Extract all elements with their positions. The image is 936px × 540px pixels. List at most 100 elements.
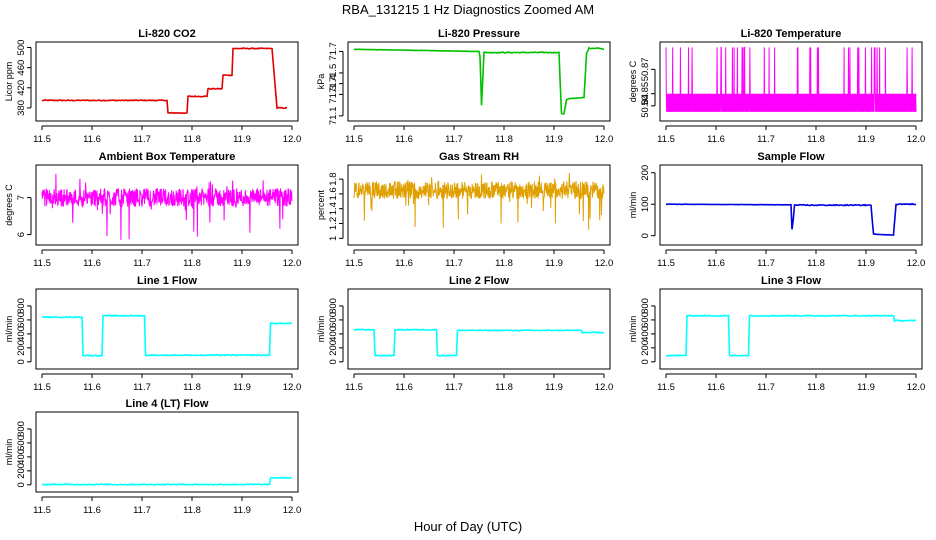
x-tick-label: 12.0	[595, 134, 614, 145]
plot-frame	[347, 288, 611, 370]
y-tick-label: 600	[16, 312, 27, 328]
panel-title: Line 4 (LT) Flow	[126, 398, 209, 410]
y-axis-label: ml/min	[628, 316, 638, 343]
y-tick-label: 200	[640, 165, 651, 181]
x-tick-label: 11.8	[183, 258, 201, 269]
y-tick-label: 460	[16, 60, 27, 76]
y-tick-label: 71.1	[328, 107, 339, 126]
y-tick-label: 71.7	[328, 42, 339, 61]
y-tick-label: 0	[640, 233, 651, 238]
plot-frame	[35, 411, 299, 493]
x-tick-label: 11.8	[183, 505, 201, 516]
x-tick-label: 11.7	[757, 134, 775, 145]
plot-frame	[35, 288, 299, 370]
y-tick-label: 0	[16, 359, 27, 364]
x-tick-label: 12.0	[283, 134, 302, 145]
x-tick-label: 11.9	[857, 258, 875, 269]
y-tick-label: 6	[16, 232, 27, 237]
y-tick-label: 7	[16, 195, 27, 200]
y-tick-label: 400	[16, 326, 27, 342]
x-tick-label: 11.7	[133, 505, 151, 516]
x-tick-label: 11.6	[707, 382, 725, 393]
panel-title: Li-820 CO2	[138, 28, 195, 40]
panel-2: Li-820 Pressure 11.5 11.6 11.7 11.8 11.9 12.0 7…	[316, 28, 613, 145]
x-tick-label: 11.6	[395, 134, 413, 145]
x-tick-label: 11.9	[545, 134, 563, 145]
x-tick-label: 11.5	[345, 382, 363, 393]
x-tick-label: 11.7	[445, 258, 463, 269]
y-axis-label: ml/min	[4, 316, 14, 343]
y-axis-label: percent	[316, 189, 326, 220]
y-tick-label: 800	[16, 421, 27, 437]
y-axis-label: kPa	[316, 74, 326, 90]
y-tick-label: 800	[328, 298, 339, 314]
y-tick-label: 600	[328, 312, 339, 328]
x-tick-label: 11.5	[657, 258, 675, 269]
y-tick-label: 200	[16, 340, 27, 356]
x-tick-label: 11.7	[445, 134, 463, 145]
series-line	[41, 47, 288, 115]
panel-title: Line 3 Flow	[761, 275, 821, 287]
x-tick-label: 12.0	[595, 258, 614, 269]
y-tick-label: 1.8	[328, 172, 339, 185]
x-tick-label: 11.9	[233, 382, 251, 393]
x-tick-label: 11.8	[495, 382, 513, 393]
series-line	[353, 46, 605, 115]
x-tick-label: 12.0	[595, 382, 614, 393]
x-tick-label: 11.8	[183, 382, 201, 393]
y-tick-label: 400	[16, 449, 27, 465]
y-tick-label: 0	[640, 359, 651, 364]
y-tick-label: 800	[16, 298, 27, 314]
y-tick-label: 1	[328, 236, 339, 241]
y-axis-label: ml/min	[628, 192, 638, 219]
y-tick-label: 1.4	[328, 202, 339, 215]
y-tick-label: 200	[328, 340, 339, 356]
y-axis-label: Licor ppm	[4, 62, 14, 102]
x-tick-label: 11.9	[545, 258, 563, 269]
x-tick-label: 11.9	[233, 258, 251, 269]
y-tick-label: 600	[16, 435, 27, 451]
y-tick-label: 200	[16, 463, 27, 479]
plot-frame	[659, 41, 923, 122]
x-tick-label: 11.5	[657, 382, 675, 393]
y-axis-label: ml/min	[316, 316, 326, 343]
panel-4: Ambient Box Temperature 11.5 11.6 11.7 11.8 1…	[4, 151, 301, 269]
panel-title: Sample Flow	[757, 151, 825, 163]
x-tick-label: 11.5	[345, 258, 363, 269]
x-tick-label: 11.6	[83, 258, 101, 269]
series-line	[353, 328, 605, 357]
x-tick-label: 11.5	[345, 134, 363, 145]
x-tick-label: 11.6	[707, 134, 725, 145]
x-tick-label: 11.7	[757, 382, 775, 393]
panel-10: Line 4 (LT) Flow 11.5 11.6 11.7 11.8 11.9 12.0…	[4, 398, 301, 516]
x-tick-label: 11.6	[83, 505, 101, 516]
x-tick-label: 12.0	[283, 505, 302, 516]
x-tick-label: 11.9	[233, 505, 251, 516]
x-tick-label: 11.6	[707, 258, 725, 269]
panel-title: Gas Stream RH	[439, 151, 519, 163]
x-tick-label: 11.7	[133, 134, 151, 145]
x-tick-label: 11.8	[807, 382, 825, 393]
x-tick-label: 12.0	[907, 134, 926, 145]
x-tick-label: 11.9	[233, 134, 251, 145]
y-tick-label: 1.2	[328, 217, 339, 230]
x-tick-label: 11.7	[133, 382, 151, 393]
panel-3: Li-820 Temperature 11.5 11.6 11.7 11.8 11.9 12…	[628, 28, 925, 145]
x-tick-label: 11.8	[495, 258, 513, 269]
plot-frame	[347, 41, 611, 122]
y-tick-label: 71.3	[328, 85, 339, 104]
y-tick-label: 50.85	[640, 82, 651, 106]
x-tick-label: 11.6	[395, 382, 413, 393]
x-tick-label: 11.5	[33, 258, 51, 269]
x-tick-label: 11.5	[657, 134, 675, 145]
x-tick-label: 12.0	[907, 382, 926, 393]
figure-title: RBA_131215 1 Hz Diagnostics Zoomed AM	[342, 2, 594, 17]
panel-title: Ambient Box Temperature	[99, 151, 236, 163]
panel-9: Line 3 Flow 11.5 11.6 11.7 11.8 11.9 12.0 0 2004…	[628, 275, 925, 393]
y-axis-label: degrees C	[4, 184, 14, 226]
y-tick-label: 0	[328, 359, 339, 364]
series-line	[665, 202, 917, 237]
